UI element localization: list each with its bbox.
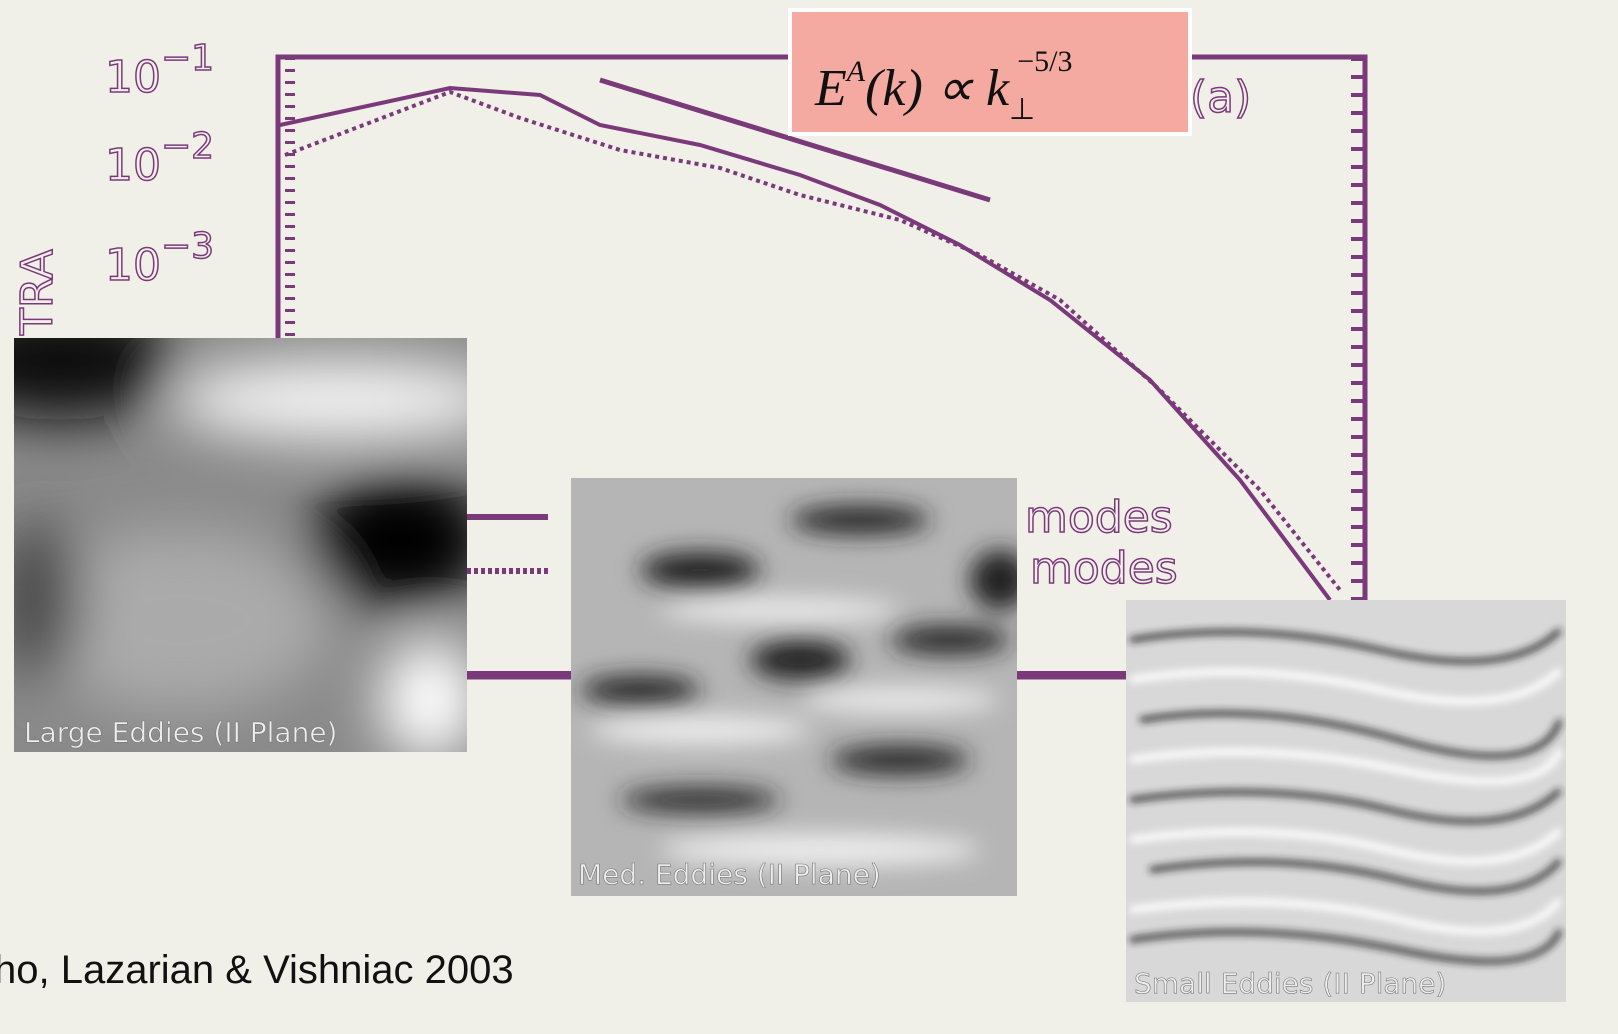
small-eddies-image: Small Eddies (II Plane) xyxy=(1126,600,1566,1002)
image-caption: Small Eddies (II Plane) xyxy=(1134,967,1446,1000)
large-eddies-image: Large Eddies (II Plane) xyxy=(0,300,510,760)
slide: 10−1 10−2 10−3 TRA (a) modes modes EA(k)… xyxy=(0,0,1618,1034)
legend-label: modes xyxy=(1025,492,1173,543)
legend-label: modes xyxy=(1030,543,1178,594)
text-part: −2 xyxy=(161,126,214,167)
axis-label: TRA xyxy=(12,249,63,336)
text-part: E xyxy=(814,60,847,117)
image-caption: Large Eddies (II Plane) xyxy=(24,716,337,749)
text-part: 10 xyxy=(105,140,161,191)
text-part: −3 xyxy=(161,226,214,267)
text-part: −1 xyxy=(161,38,214,79)
text-part: 10 xyxy=(105,52,161,103)
panel-label: (a) xyxy=(1190,72,1251,123)
citation: ho, Lazarian & Vishniac 2003 xyxy=(0,948,514,992)
text-part: ⊥ xyxy=(1009,93,1035,126)
text-part: A xyxy=(845,55,866,88)
text-part: (k) ∝ k xyxy=(865,60,1010,117)
text-part: −5/3 xyxy=(1017,45,1072,78)
medium-eddies-image: Med. Eddies (II Plane) xyxy=(571,478,1030,896)
text-part: 10 xyxy=(105,240,161,291)
image-caption: Med. Eddies (II Plane) xyxy=(578,858,881,891)
